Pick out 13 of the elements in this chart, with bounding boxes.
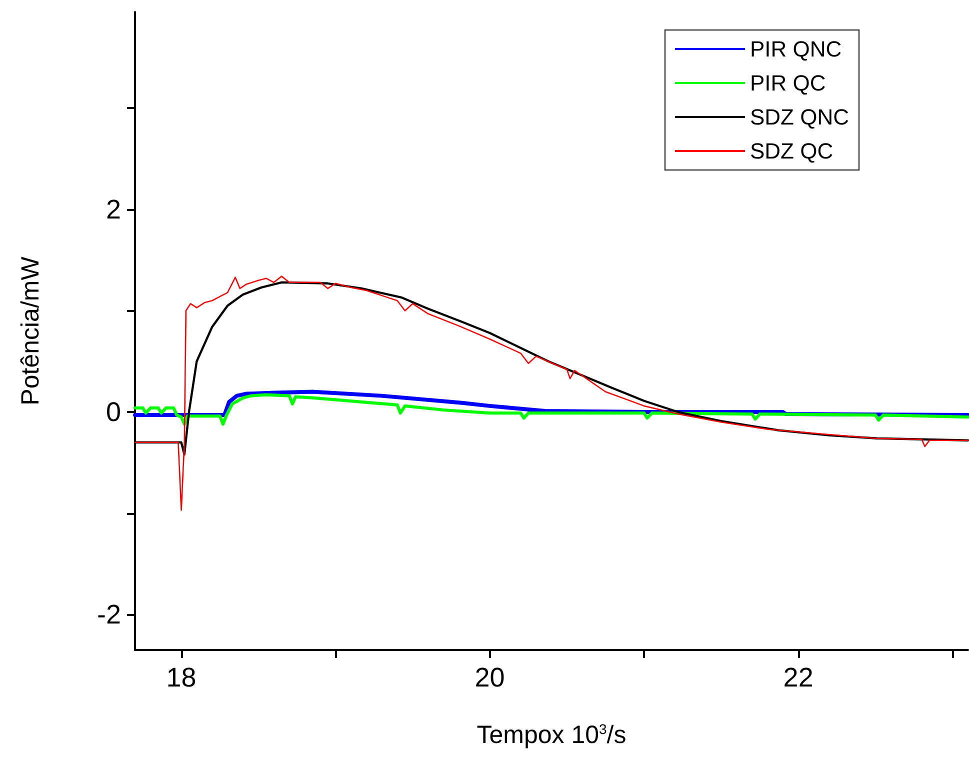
y-tick-label: -2 xyxy=(96,600,121,630)
line-series xyxy=(133,393,969,426)
line-series xyxy=(134,276,969,511)
y-tick-label: 2 xyxy=(106,194,121,224)
y-axis-title: Potência/mW xyxy=(16,256,44,406)
x-tick-label: 22 xyxy=(783,662,814,692)
legend-label: PIR QNC xyxy=(750,36,842,62)
legend-label: SDZ QNC xyxy=(750,104,850,130)
x-tick-label: 20 xyxy=(474,662,505,692)
legend-label: SDZ QC xyxy=(750,138,834,164)
x-tick-label: 18 xyxy=(166,662,196,692)
legend-label: PIR QC xyxy=(750,70,826,96)
y-tick-label: 0 xyxy=(106,397,121,428)
